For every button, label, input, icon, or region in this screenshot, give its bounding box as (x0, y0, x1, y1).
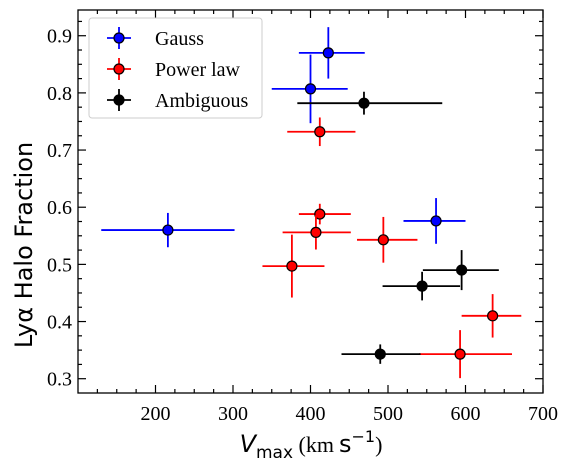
legend-entry: Power law (107, 58, 241, 81)
marker (310, 226, 322, 238)
x-tick-label: 500 (373, 403, 403, 425)
x-axis-label-unit-close: ) (375, 432, 382, 457)
data-point (419, 330, 512, 379)
y-tick-label: 0.8 (47, 83, 72, 105)
marker (377, 234, 389, 246)
marker (314, 208, 326, 220)
data-point (262, 234, 325, 298)
marker (358, 97, 370, 109)
y-axis-label: Lyα Halo Fraction (10, 142, 38, 348)
data-point (403, 198, 466, 244)
data-point (271, 54, 348, 124)
data-point (297, 91, 443, 115)
marker (487, 310, 499, 322)
marker (162, 224, 174, 236)
marker (286, 260, 298, 272)
marker (304, 83, 317, 95)
x-axis-label-subscript: max (256, 443, 293, 463)
data-point (101, 212, 235, 248)
marker (416, 280, 428, 292)
data-point (298, 27, 365, 79)
marker (322, 47, 334, 59)
x-tick-label: 600 (451, 403, 481, 425)
series-gauss (101, 27, 466, 248)
y-tick-label: 0.6 (47, 197, 72, 219)
x-tick-label: 700 (528, 403, 558, 425)
legend-marker (113, 94, 125, 106)
data-point (282, 215, 351, 250)
data-point (298, 203, 351, 225)
legend-marker (113, 32, 125, 44)
data-point (382, 271, 461, 301)
legend-label: Power law (155, 59, 241, 81)
series-power-law (262, 117, 522, 379)
x-axis-label-unit-s: s (339, 430, 352, 458)
x-axis-label-unit-open: (km (293, 432, 334, 457)
data-point (357, 216, 418, 263)
legend-marker (113, 63, 125, 75)
data-point (422, 250, 499, 291)
x-tick-label: 200 (141, 403, 171, 425)
x-axis-label-unit-exp: −1 (352, 427, 376, 446)
marker (454, 348, 466, 360)
legend-entry: Gauss (107, 27, 204, 50)
data-series (101, 27, 522, 379)
y-tick-label: 0.9 (47, 26, 72, 48)
legend-entry: Ambiguous (107, 89, 249, 112)
x-axis-label: Vmax (km s−1) (240, 427, 383, 463)
plot-border (77, 9, 544, 394)
y-tick-label: 0.5 (47, 254, 72, 276)
legend-label: Gauss (155, 28, 204, 50)
y-tick-label: 0.3 (47, 369, 72, 391)
marker (456, 264, 468, 276)
data-point (341, 344, 421, 364)
series-ambiguous (297, 91, 499, 364)
x-tick-label: 400 (296, 403, 326, 425)
legend-box (88, 17, 263, 119)
x-tick-label: 300 (218, 403, 248, 425)
legend-label: Ambiguous (155, 90, 249, 112)
data-point (461, 294, 522, 338)
y-tick-label: 0.7 (47, 140, 72, 162)
y-tick-label: 0.4 (47, 312, 72, 334)
plot-frame (77, 9, 544, 394)
marker (314, 126, 326, 138)
data-point (287, 117, 356, 147)
marker (430, 215, 442, 227)
marker (374, 348, 386, 360)
x-axis-label-symbol: V (240, 430, 258, 458)
legend: Gauss Power law Ambiguous (88, 17, 263, 119)
